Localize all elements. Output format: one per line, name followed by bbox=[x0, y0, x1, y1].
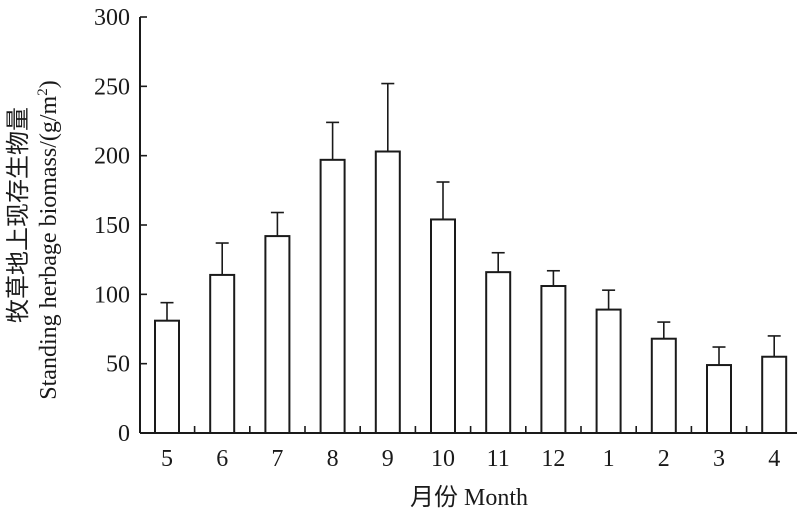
y-axis-title-english: Standing herbage biomass/(g/m2) bbox=[35, 80, 62, 399]
bar-4 bbox=[761, 355, 788, 435]
bar-9 bbox=[374, 150, 401, 435]
x-tick-label-2: 2 bbox=[658, 446, 670, 472]
bar-12 bbox=[540, 285, 567, 434]
x-tick-label-1: 1 bbox=[603, 446, 615, 472]
bar-8 bbox=[319, 158, 346, 434]
y-axis-title-close: ) bbox=[36, 80, 62, 88]
error-bars-group bbox=[160, 82, 781, 366]
bar-2 bbox=[650, 337, 677, 434]
y-axis-title-chinese: 牧草地上现存生物量 bbox=[5, 107, 32, 323]
y-tick-label-50: 50 bbox=[106, 352, 130, 378]
bar-6 bbox=[209, 273, 236, 435]
x-tick-label-4: 4 bbox=[768, 446, 780, 472]
x-tick-label-6: 6 bbox=[216, 446, 228, 472]
y-tick-label-0: 0 bbox=[118, 421, 130, 447]
bar-7 bbox=[264, 235, 291, 434]
y-axis-title-superscript: 2 bbox=[35, 88, 51, 96]
bars-group bbox=[154, 150, 788, 435]
x-tick-label-7: 7 bbox=[271, 446, 283, 472]
bar-1 bbox=[595, 308, 622, 434]
x-axis-title: 月份 Month bbox=[410, 484, 528, 511]
y-tick-label-200: 200 bbox=[94, 144, 130, 170]
y-tick-label-100: 100 bbox=[94, 282, 130, 308]
x-tick-label-8: 8 bbox=[327, 446, 339, 472]
x-tick-label-12: 12 bbox=[541, 446, 565, 472]
bar-5 bbox=[154, 319, 180, 434]
x-tick-label-11: 11 bbox=[487, 446, 510, 472]
bar-11 bbox=[485, 271, 512, 434]
x-tick-label-9: 9 bbox=[382, 446, 394, 472]
y-tick-label-150: 150 bbox=[94, 213, 130, 239]
y-tick-label-300: 300 bbox=[94, 5, 130, 31]
x-tick-label-10: 10 bbox=[431, 446, 455, 472]
bar-3 bbox=[706, 364, 732, 435]
bar-10 bbox=[430, 218, 456, 434]
x-tick-label-5: 5 bbox=[161, 446, 173, 472]
y-axis-title-main: Standing herbage biomass/(g/m bbox=[36, 95, 62, 399]
axes-group bbox=[139, 16, 797, 434]
x-tick-label-3: 3 bbox=[713, 446, 725, 472]
y-tick-label-250: 250 bbox=[94, 74, 130, 100]
